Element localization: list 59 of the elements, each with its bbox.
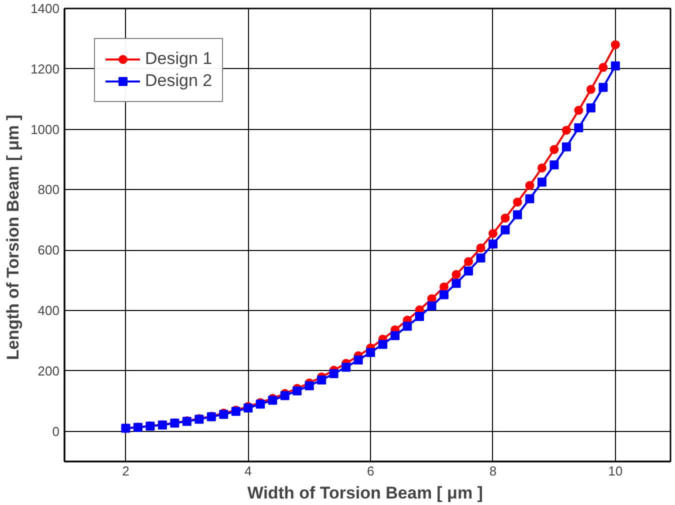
point (488, 240, 498, 249)
y-axis-title: Length of Torsion Beam [ μm ] (4, 114, 23, 360)
point (476, 243, 486, 252)
point (317, 375, 326, 384)
point (390, 331, 400, 340)
x-tick-label: 6 (366, 464, 374, 478)
point (610, 61, 620, 70)
point (598, 62, 608, 72)
point (304, 381, 314, 390)
point (512, 210, 522, 220)
point (452, 278, 461, 288)
y-tick-label: 1400 (30, 1, 60, 16)
point (586, 103, 596, 112)
point (525, 180, 534, 190)
point (598, 82, 608, 92)
y-tick-label: 1200 (30, 61, 60, 76)
point (464, 266, 473, 276)
point (402, 322, 412, 331)
x-tick-label: 8 (489, 464, 497, 478)
point (562, 142, 571, 152)
point (574, 106, 584, 115)
x-axis-title: Width of Torsion Beam [ μm ] (247, 484, 483, 502)
point (500, 214, 510, 223)
point (342, 362, 351, 372)
point (488, 229, 498, 238)
y-tick-label: 600 (38, 242, 60, 258)
point (464, 257, 473, 266)
point (292, 386, 302, 396)
point (354, 356, 363, 365)
point (574, 123, 584, 132)
point (329, 369, 338, 378)
x-tick-label: 10 (608, 464, 623, 478)
point (476, 253, 486, 262)
point (550, 145, 559, 154)
point (378, 340, 388, 349)
point (500, 225, 510, 234)
point (562, 126, 571, 135)
y-tick-label: 0 (52, 424, 60, 439)
point (537, 178, 546, 187)
point (452, 270, 461, 280)
point (586, 84, 596, 94)
x-tick-label: 2 (122, 464, 130, 478)
y-tick-label: 400 (38, 303, 60, 318)
point (366, 348, 376, 357)
point (525, 194, 534, 204)
legend-label: Design 2 (145, 71, 212, 91)
point (415, 312, 424, 322)
legend-label: Design 1 (145, 49, 212, 69)
y-tick-label: 200 (38, 363, 60, 378)
y-tick-label: 800 (38, 182, 60, 198)
point (537, 163, 546, 172)
point (610, 40, 620, 50)
point (512, 198, 522, 207)
x-tick-label: 4 (244, 464, 252, 478)
point (440, 282, 449, 292)
point (427, 301, 436, 310)
y-tick-label: 1000 (30, 122, 60, 137)
point (440, 290, 449, 300)
point (550, 160, 559, 170)
